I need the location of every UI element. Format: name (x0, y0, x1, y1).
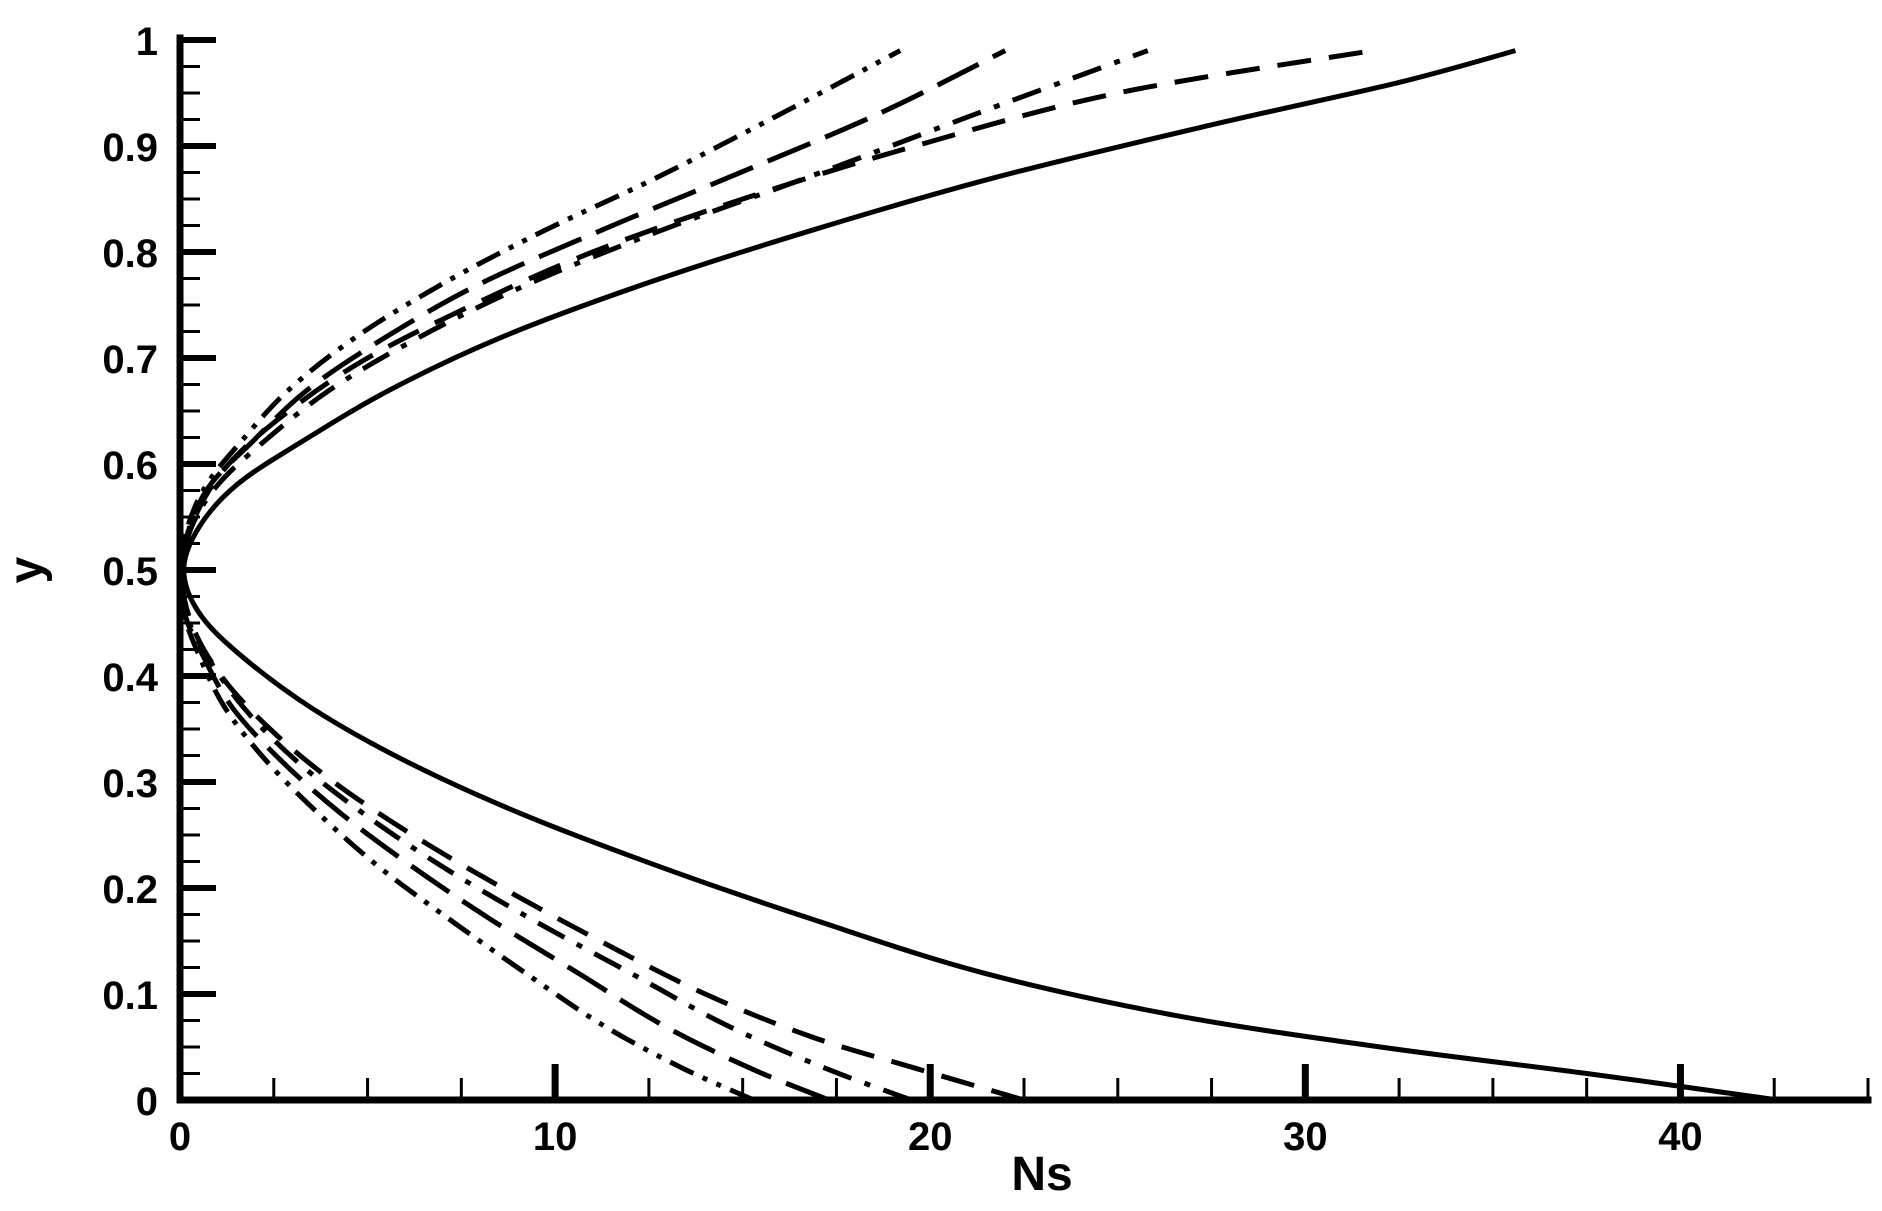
series-line-5-dash-dot-dot (178, 48, 902, 1103)
y-tick-label: 0.3 (102, 762, 158, 806)
y-tick-label: 0.5 (102, 550, 158, 594)
x-axis-title: Ns (1011, 1148, 1072, 1201)
series-line-4-long-dash (178, 48, 1007, 1103)
x-tick-label: 20 (908, 1115, 953, 1159)
y-tick-label: 1 (136, 20, 158, 64)
series-line-3-dash-dot (178, 48, 1149, 1103)
series-line-2-dashed (179, 48, 1374, 1103)
y-tick-label: 0.4 (102, 656, 158, 700)
series-layer (178, 48, 1779, 1103)
x-tick-label: 40 (1658, 1115, 1703, 1159)
x-tick-label: 10 (533, 1115, 578, 1159)
y-tick-label: 0.9 (102, 126, 158, 170)
y-tick-label: 0.2 (102, 868, 158, 912)
y-tick-label: 0.6 (102, 444, 158, 488)
y-tick-label: 0 (136, 1080, 158, 1124)
y-tick-label: 0.8 (102, 232, 158, 276)
x-tick-label: 0 (169, 1115, 191, 1159)
y-axis-title: y (0, 556, 53, 583)
y-tick-label: 0.7 (102, 338, 158, 382)
series-line-1-solid (181, 48, 1779, 1103)
x-tick-label: 30 (1283, 1115, 1328, 1159)
y-tick-label: 0.1 (102, 974, 158, 1018)
ticks-layer: 00.10.20.30.40.50.60.70.80.910 10 20 30 40 (102, 20, 1870, 1159)
axes-layer (176, 34, 1872, 1104)
